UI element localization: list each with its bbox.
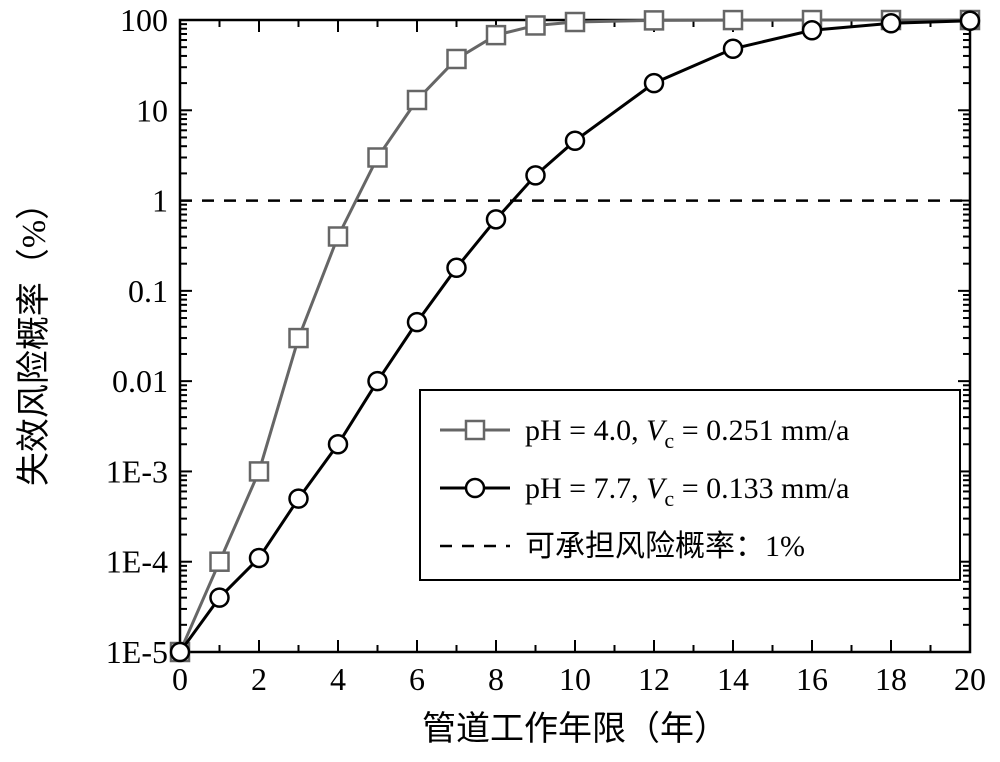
svg-text:12: 12 bbox=[638, 661, 670, 697]
svg-text:20: 20 bbox=[954, 661, 986, 697]
svg-text:10: 10 bbox=[559, 661, 591, 697]
svg-text:4: 4 bbox=[330, 661, 346, 697]
svg-text:0.01: 0.01 bbox=[112, 363, 168, 399]
svg-text:失效风险概率（%）: 失效风险概率（%） bbox=[15, 186, 53, 486]
svg-text:16: 16 bbox=[796, 661, 828, 697]
svg-text:0: 0 bbox=[172, 661, 188, 697]
svg-text:6: 6 bbox=[409, 661, 425, 697]
svg-text:1E-4: 1E-4 bbox=[106, 544, 168, 580]
svg-text:管道工作年限（年）: 管道工作年限（年） bbox=[422, 710, 728, 748]
svg-text:2: 2 bbox=[251, 661, 267, 697]
svg-text:18: 18 bbox=[875, 661, 907, 697]
risk-probability-chart: 0 2 4 6 8 10 12 14 16 18 20 1E-5 1E-4 1E-3 0.01 0.1 1 10 1… bbox=[0, 0, 1000, 762]
svg-text:1: 1 bbox=[152, 183, 168, 219]
chart-container: 0 2 4 6 8 10 12 14 16 18 20 1E-5 1E-4 1E-3 0.01 0.1 1 10 1… bbox=[0, 0, 1000, 762]
svg-text:1E-3: 1E-3 bbox=[106, 453, 168, 489]
svg-text:100: 100 bbox=[120, 2, 168, 38]
svg-text:14: 14 bbox=[717, 661, 749, 697]
svg-text:0.1: 0.1 bbox=[128, 273, 168, 309]
svg-text:8: 8 bbox=[488, 661, 504, 697]
svg-text:1E-5: 1E-5 bbox=[106, 634, 168, 670]
svg-text:10: 10 bbox=[136, 92, 168, 128]
svg-text:可承担风险概率：1%: 可承担风险概率：1% bbox=[525, 530, 805, 563]
